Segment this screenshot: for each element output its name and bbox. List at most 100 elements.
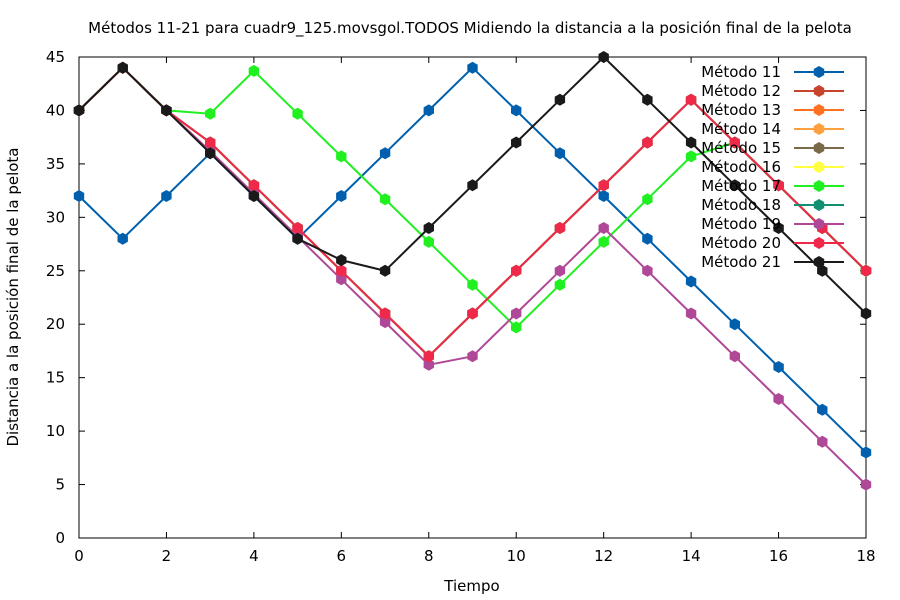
legend-label: Método 19 xyxy=(701,215,781,233)
legend-label: Método 17 xyxy=(701,177,781,195)
data-point xyxy=(817,264,828,277)
data-point xyxy=(598,235,609,248)
data-point xyxy=(292,222,303,234)
data-point xyxy=(729,136,740,149)
x-tick-label: 18 xyxy=(856,547,875,565)
x-tick-label: 0 xyxy=(74,547,84,565)
data-point xyxy=(860,446,872,459)
x-tick-label: 12 xyxy=(594,547,613,565)
x-tick-label: 16 xyxy=(769,547,788,565)
data-point xyxy=(423,222,434,234)
legend-item: Método 20 xyxy=(701,234,844,252)
legend-label: Método 20 xyxy=(701,234,781,252)
legend-swatch-marker xyxy=(813,199,825,211)
data-point xyxy=(817,435,828,448)
data-point xyxy=(642,93,653,106)
legend-item: Método 21 xyxy=(701,253,844,271)
data-point xyxy=(685,275,697,288)
data-point xyxy=(467,179,478,192)
legend-item: Método 12 xyxy=(701,82,844,100)
data-point xyxy=(292,232,303,245)
legend-item: Método 15 xyxy=(701,139,844,157)
data-point xyxy=(729,179,740,192)
series-11 xyxy=(73,51,872,320)
legend-label: Método 14 xyxy=(701,120,781,138)
y-tick-label: 45 xyxy=(46,48,65,66)
legend-label: Método 21 xyxy=(701,253,781,271)
data-point xyxy=(511,321,522,334)
data-point xyxy=(598,190,609,202)
legend-swatch-marker xyxy=(813,142,825,154)
legend-item: Método 13 xyxy=(701,101,844,119)
y-axis-title: Distancia a la posición final de la pelo… xyxy=(4,147,22,446)
legend-item: Método 19 xyxy=(701,215,844,233)
data-point xyxy=(336,264,347,277)
x-tick-label: 8 xyxy=(424,547,434,565)
legend-label: Método 11 xyxy=(701,63,781,81)
data-point xyxy=(248,64,260,77)
data-point xyxy=(205,107,216,120)
data-point xyxy=(817,403,828,416)
plot-frame xyxy=(78,56,867,539)
data-point xyxy=(598,51,609,63)
legend-swatch-marker xyxy=(813,180,825,192)
data-point xyxy=(336,254,347,267)
data-point xyxy=(467,307,478,320)
data-point xyxy=(554,264,566,277)
chart-title: Métodos 11-21 para cuadr9_125.movsgol.TO… xyxy=(88,19,852,38)
data-point xyxy=(860,478,872,491)
data-point xyxy=(205,147,216,160)
legend-swatch-marker xyxy=(813,256,825,268)
data-point xyxy=(423,104,434,117)
data-point xyxy=(73,190,85,202)
data-point xyxy=(423,235,434,248)
legend-swatch-marker xyxy=(813,218,825,230)
data-point xyxy=(379,307,391,320)
data-point xyxy=(379,316,391,329)
data-point xyxy=(379,193,391,206)
data-point xyxy=(205,136,216,149)
data-point xyxy=(467,278,478,291)
legend-item: Método 17 xyxy=(701,177,844,195)
data-point xyxy=(467,61,478,74)
data-point xyxy=(729,350,740,363)
data-point xyxy=(685,150,697,163)
x-axis-title: Tiempo xyxy=(443,577,499,595)
data-point xyxy=(773,393,784,405)
data-point xyxy=(117,232,128,245)
data-point xyxy=(336,273,347,286)
y-tick-label: 5 xyxy=(55,476,65,494)
y-tick-label: 10 xyxy=(46,422,65,440)
x-tick-label: 4 xyxy=(249,547,259,565)
legend-swatch-marker xyxy=(813,66,825,78)
data-point xyxy=(685,93,697,106)
data-point xyxy=(642,264,653,277)
legend-item: Método 11 xyxy=(701,63,844,81)
axis-ticks: 0 2 4 6 8 10 12 14 16 18 0 5 10 15 20 25 30 35 40 45 xyxy=(46,48,876,565)
data-point xyxy=(379,264,391,277)
y-tick-label: 35 xyxy=(46,155,65,173)
legend-item: Método 18 xyxy=(701,196,844,214)
legend-label: Método 15 xyxy=(701,139,781,157)
legend-label: Método 18 xyxy=(701,196,781,214)
series-10 xyxy=(73,61,872,363)
legend-swatch-marker xyxy=(813,237,825,249)
x-tick-label: 10 xyxy=(507,547,526,565)
legend-label: Método 16 xyxy=(701,158,781,176)
legend-swatch-marker xyxy=(813,85,825,97)
data-point xyxy=(554,222,566,234)
data-point xyxy=(511,264,522,277)
series-layer xyxy=(73,51,872,491)
data-point xyxy=(511,136,522,149)
legend-label: Método 12 xyxy=(701,82,781,100)
data-point xyxy=(336,190,347,202)
data-point xyxy=(773,361,784,373)
data-point xyxy=(773,179,784,192)
legend-swatch-marker xyxy=(813,104,825,116)
data-point xyxy=(598,222,609,234)
data-point xyxy=(292,107,303,120)
data-point xyxy=(554,147,566,160)
